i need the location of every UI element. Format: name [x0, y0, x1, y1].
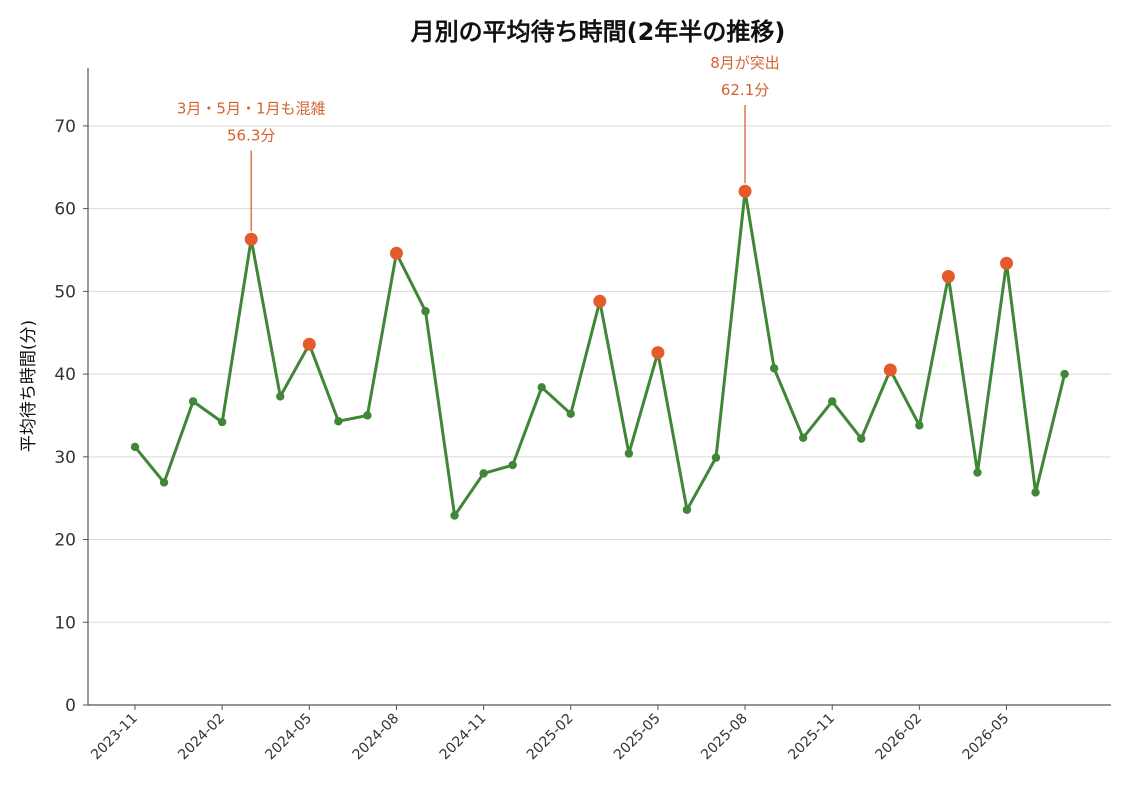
annotation-text: 8月が突出 [710, 54, 780, 72]
x-tick-label: 2026-05 [960, 711, 1013, 764]
x-tick-label: 2024-08 [350, 711, 403, 764]
x-tick-label: 2024-05 [262, 711, 315, 764]
y-tick-label: 30 [54, 448, 76, 468]
chart-title: 月別の平均待ち時間(2年半の推移) [410, 18, 786, 46]
data-point [857, 434, 866, 443]
data-point [159, 478, 169, 487]
annotation-value: 56.3分 [227, 127, 275, 145]
axes [87, 68, 1111, 706]
y-ticks: 0 10 20 30 40 50 60 70 [54, 117, 88, 716]
x-tick-label: 2025-08 [698, 711, 751, 764]
data-point [450, 511, 459, 520]
highlight-point [593, 294, 607, 308]
x-tick-label: 2025-11 [785, 711, 838, 764]
data-point [334, 417, 343, 426]
y-tick-label: 70 [54, 117, 76, 137]
highlight-point [302, 337, 316, 351]
series [130, 184, 1069, 520]
x-tick-label: 2026-02 [872, 711, 925, 764]
y-tick-label: 0 [65, 696, 76, 716]
y-tick-label: 40 [54, 365, 76, 385]
x-tick-label: 2024-11 [437, 711, 490, 764]
highlight-point [1000, 256, 1013, 270]
data-point [828, 397, 837, 406]
x-tick-label: 2025-05 [611, 711, 664, 764]
data-point [421, 307, 430, 316]
highlight-point [651, 346, 665, 360]
data-point [188, 397, 198, 406]
data-point [711, 453, 721, 462]
series-line [133, 189, 1067, 518]
data-point [1060, 369, 1069, 379]
x-ticks: 2023-11 2024-02 2024-05 2024-08 2024-11 2025-… [88, 705, 1012, 763]
highlight-point [941, 269, 955, 283]
data-point [682, 505, 692, 514]
y-tick-label: 20 [54, 531, 76, 551]
data-point [624, 449, 634, 458]
annotations: 3月・5月・1月も混雑 56.3分 8月が突出 62.1分 [177, 54, 780, 232]
data-point [566, 409, 575, 418]
data-point [276, 392, 285, 401]
highlight-point [883, 363, 897, 377]
data-point [915, 421, 924, 430]
x-tick-label: 2025-02 [524, 711, 577, 764]
data-point [1031, 488, 1040, 497]
y-tick-label: 50 [54, 282, 76, 302]
highlight-point [738, 184, 752, 198]
data-point [537, 383, 546, 392]
data-point [130, 442, 140, 452]
highlight-point [244, 232, 258, 246]
y-tick-label: 10 [54, 613, 76, 633]
data-point [769, 364, 779, 373]
data-point [973, 468, 982, 477]
x-tick-label: 2024-02 [175, 711, 228, 764]
annotation-value: 62.1分 [721, 81, 769, 99]
data-point [363, 411, 372, 420]
y-tick-label: 60 [54, 200, 76, 220]
grid [88, 125, 1111, 623]
data-point [508, 460, 517, 470]
highlight-point [389, 246, 403, 260]
data-point [798, 433, 808, 442]
y-axis-label: 平均待ち時間(分) [19, 320, 39, 452]
data-point [217, 417, 227, 427]
annotation-text: 3月・5月・1月も混雑 [177, 100, 326, 118]
x-tick-label: 2023-11 [88, 711, 141, 764]
data-point [479, 469, 488, 478]
